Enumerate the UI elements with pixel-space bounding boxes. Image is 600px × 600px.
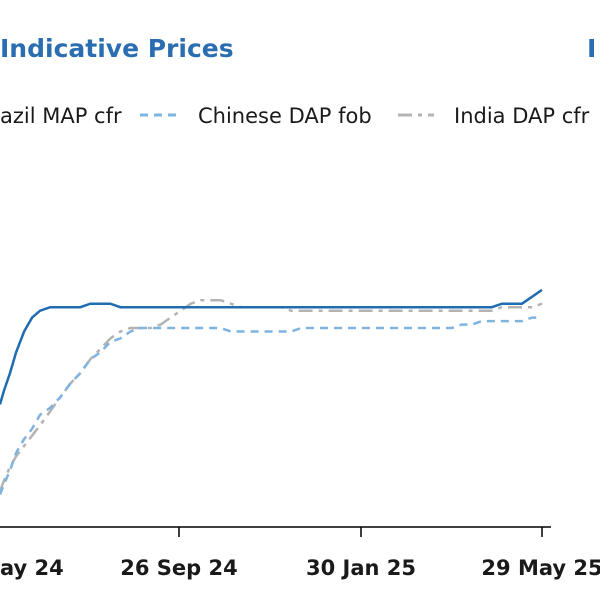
x-tick-label-3: 29 May 25 (481, 556, 600, 580)
legend-label-chinese: Chinese DAP fob (198, 104, 372, 128)
x-tick-label-2: 30 Jan 25 (306, 556, 416, 580)
legend-label-brazil: azil MAP cfr (0, 104, 122, 128)
chart-title: Indicative Prices (0, 34, 234, 63)
x-tick-label-1: 26 Sep 24 (120, 556, 237, 580)
legend-label-india: India DAP cfr (454, 104, 590, 128)
x-tick-label-0: ay 24 (0, 556, 64, 580)
chart-title-cut: I (587, 34, 597, 63)
series-line-chinese (0, 316, 542, 496)
series-line-brazil (0, 288, 543, 405)
series-line-india (0, 299, 543, 492)
